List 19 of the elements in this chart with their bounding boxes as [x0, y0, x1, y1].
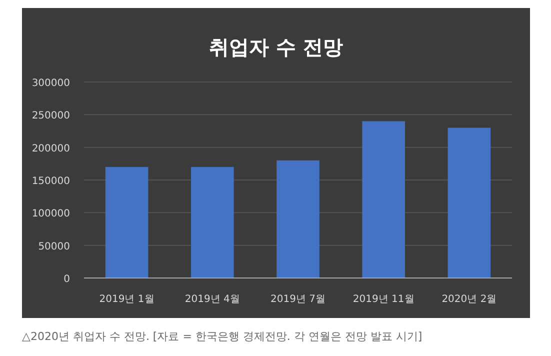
y-tick-label: 300000 [32, 78, 70, 89]
x-tick-label: 2020년 2월 [442, 294, 497, 305]
y-tick-label: 150000 [32, 176, 70, 187]
bar [191, 166, 234, 278]
y-tick-label: 250000 [32, 110, 70, 122]
text: △2020년 취업자 수 전망. [자료 = 한국은행 경제전망. 각 연월은 전망 발표 시기] [22, 330, 422, 343]
chart-title: 취업자 수 전망 [209, 35, 343, 59]
bar [276, 160, 320, 278]
y-tick-label: 50000 [38, 241, 70, 252]
bar [105, 166, 148, 278]
x-tick-label: 2019년 11월 [352, 294, 414, 305]
x-tick-label: 2019년 4월 [184, 294, 240, 305]
x-tick-label: 2019년 7월 [270, 294, 326, 305]
bar [362, 121, 405, 278]
y-tick-label: 0 [64, 274, 70, 285]
y-tick-label: 200000 [32, 143, 70, 154]
y-tick-label: 100000 [32, 208, 70, 220]
bar [448, 128, 491, 278]
x-tick-label: 2019년 1월 [99, 294, 154, 305]
